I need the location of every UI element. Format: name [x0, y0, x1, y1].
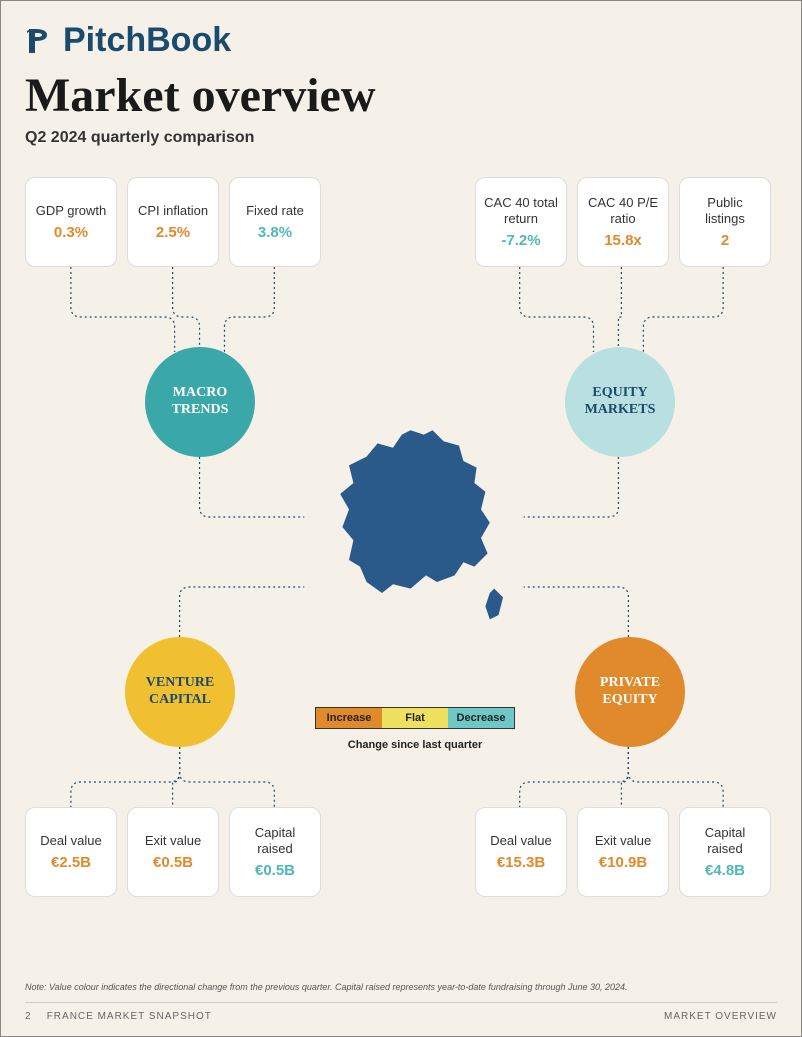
metric-value: €0.5B: [255, 862, 295, 879]
metric-value: 2: [721, 232, 729, 249]
metric-value: €0.5B: [153, 854, 193, 871]
metric-label: Fixed rate: [246, 203, 304, 219]
footer-doc-title: FRANCE MARKET SNAPSHOT: [47, 1011, 212, 1022]
page-title: Market overview: [25, 68, 777, 123]
metric-value: €4.8B: [705, 862, 745, 879]
pe-metric-1: Exit value €10.9B: [577, 807, 669, 897]
metric-value: -7.2%: [501, 232, 540, 249]
metric-value: €2.5B: [51, 854, 91, 871]
metric-value: €15.3B: [497, 854, 545, 871]
metric-value: 3.8%: [258, 224, 292, 241]
metric-label: Deal value: [40, 833, 101, 849]
metric-label: Exit value: [145, 833, 201, 849]
brand-name: PitchBook: [63, 21, 231, 60]
footer-section: MARKET OVERVIEW: [664, 1011, 777, 1022]
macro-metric-0: GDP growth 0.3%: [25, 177, 117, 267]
legend-decrease: Decrease: [448, 708, 514, 728]
page-subtitle: Q2 2024 quarterly comparison: [25, 129, 777, 147]
page-footer: 2 FRANCE MARKET SNAPSHOT MARKET OVERVIEW: [25, 1002, 777, 1022]
pe-metric-0: Deal value €15.3B: [475, 807, 567, 897]
brand-logo: PitchBook: [25, 21, 777, 60]
metric-label: Public listings: [686, 195, 764, 226]
metric-label: Exit value: [595, 833, 651, 849]
equity-metric-2: Public listings 2: [679, 177, 771, 267]
private-equity-hub: PRIVATE EQUITY: [575, 637, 685, 747]
legend-caption: Change since last quarter: [315, 739, 515, 751]
vc-metric-1: Exit value €0.5B: [127, 807, 219, 897]
metric-value: €10.9B: [599, 854, 647, 871]
equity-metric-0: CAC 40 total return -7.2%: [475, 177, 567, 267]
pe-metric-2: Capital raised €4.8B: [679, 807, 771, 897]
legend: IncreaseFlatDecrease Change since last q…: [315, 707, 515, 751]
france-map: [305, 417, 525, 637]
macro-metric-2: Fixed rate 3.8%: [229, 177, 321, 267]
metric-value: 15.8x: [604, 232, 642, 249]
metric-label: CPI inflation: [138, 203, 208, 219]
vc-metric-0: Deal value €2.5B: [25, 807, 117, 897]
macro-trends-hub: MACRO TRENDS: [145, 347, 255, 457]
equity-markets-hub: EQUITY MARKETS: [565, 347, 675, 457]
equity-metrics-row: CAC 40 total return -7.2% CAC 40 P/E ratio…: [475, 177, 771, 267]
legend-increase: Increase: [316, 708, 382, 728]
metric-label: CAC 40 total return: [482, 195, 560, 226]
macro-metric-1: CPI inflation 2.5%: [127, 177, 219, 267]
footnote: Note: Value colour indicates the directi…: [25, 982, 777, 992]
metric-label: GDP growth: [36, 203, 107, 219]
metric-label: Capital raised: [686, 825, 764, 856]
metric-value: 0.3%: [54, 224, 88, 241]
metric-label: Capital raised: [236, 825, 314, 856]
metric-label: CAC 40 P/E ratio: [584, 195, 662, 226]
pe-metrics-row: Deal value €15.3B Exit value €10.9B Capital …: [475, 807, 771, 897]
pitchbook-icon: [25, 25, 57, 57]
equity-metric-1: CAC 40 P/E ratio 15.8x: [577, 177, 669, 267]
diagram-canvas: GDP growth 0.3% CPI inflation 2.5% Fixed rat…: [25, 167, 777, 947]
macro-metrics-row: GDP growth 0.3% CPI inflation 2.5% Fixed rat…: [25, 177, 321, 267]
venture-capital-hub: VENTURE CAPITAL: [125, 637, 235, 747]
metric-label: Deal value: [490, 833, 551, 849]
vc-metrics-row: Deal value€2.5BExit value€0.5BCapital ra…: [25, 807, 321, 897]
legend-flat: Flat: [382, 708, 448, 728]
vc-metric-2: Capital raised €0.5B: [229, 807, 321, 897]
metric-value: 2.5%: [156, 224, 190, 241]
page-number: 2: [25, 1011, 32, 1022]
